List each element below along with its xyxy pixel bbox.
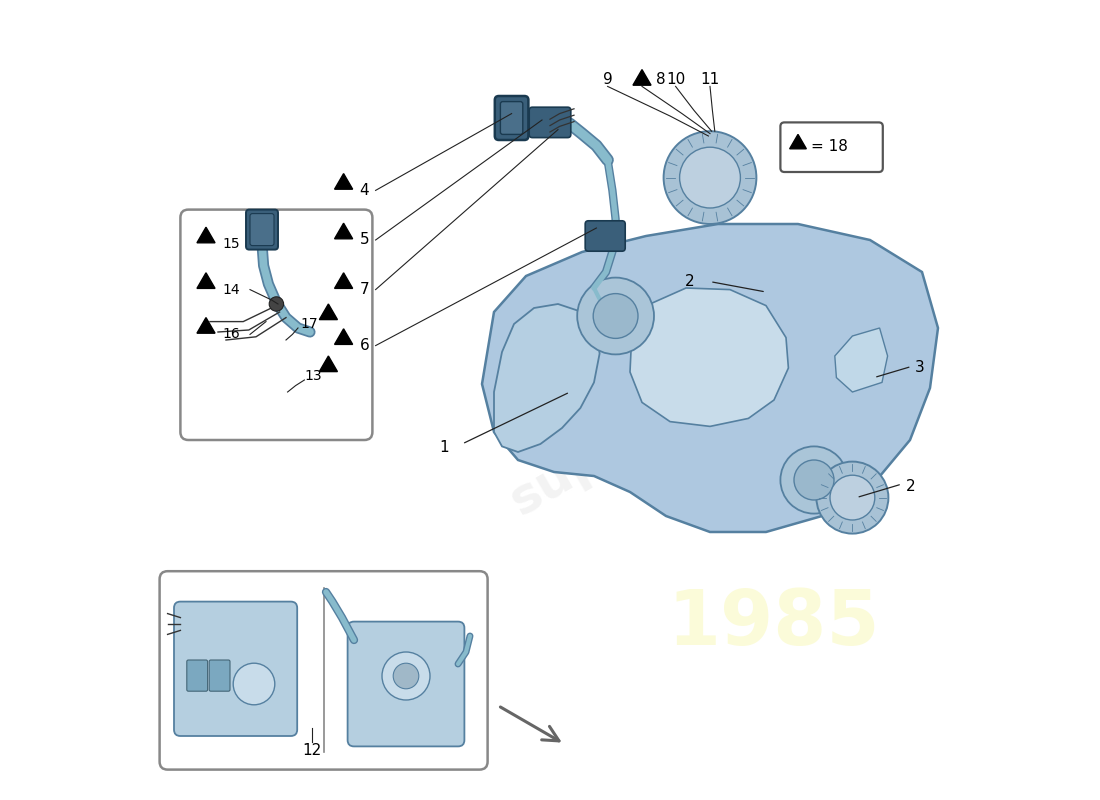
Text: 15: 15: [222, 237, 240, 251]
Polygon shape: [494, 304, 600, 452]
FancyBboxPatch shape: [348, 622, 464, 746]
FancyBboxPatch shape: [780, 122, 883, 172]
Text: superfastparts: superfastparts: [502, 275, 887, 525]
FancyBboxPatch shape: [529, 107, 571, 138]
Circle shape: [393, 663, 419, 689]
Text: 9: 9: [603, 73, 613, 87]
Text: 1: 1: [440, 441, 449, 455]
Text: 4: 4: [360, 183, 370, 198]
Text: 5: 5: [360, 233, 370, 247]
FancyArrowPatch shape: [500, 707, 559, 741]
Text: 3: 3: [915, 361, 924, 375]
Text: 8: 8: [657, 73, 665, 87]
FancyBboxPatch shape: [160, 571, 487, 770]
Polygon shape: [334, 174, 353, 189]
Text: 6: 6: [360, 338, 370, 353]
FancyBboxPatch shape: [174, 602, 297, 736]
FancyBboxPatch shape: [180, 210, 373, 440]
Circle shape: [680, 147, 740, 208]
FancyBboxPatch shape: [585, 221, 625, 251]
Polygon shape: [334, 273, 353, 288]
Text: 10: 10: [666, 73, 685, 87]
Text: 12: 12: [302, 743, 322, 758]
FancyBboxPatch shape: [495, 96, 528, 140]
Polygon shape: [334, 223, 353, 238]
Text: = 18: = 18: [811, 139, 848, 154]
Polygon shape: [790, 134, 806, 149]
Circle shape: [233, 663, 275, 705]
Polygon shape: [197, 318, 215, 333]
FancyBboxPatch shape: [246, 210, 278, 250]
Circle shape: [270, 297, 284, 311]
Polygon shape: [835, 328, 888, 392]
Circle shape: [830, 475, 874, 520]
Circle shape: [663, 131, 757, 224]
Text: 7: 7: [360, 282, 370, 297]
Text: 17: 17: [300, 317, 318, 331]
Circle shape: [816, 462, 889, 534]
Text: 11: 11: [701, 73, 719, 87]
Polygon shape: [197, 227, 215, 242]
Polygon shape: [632, 70, 651, 85]
Text: 16: 16: [222, 327, 240, 342]
Polygon shape: [319, 356, 338, 371]
FancyBboxPatch shape: [500, 102, 522, 134]
Polygon shape: [334, 329, 353, 344]
Circle shape: [382, 652, 430, 700]
Circle shape: [780, 446, 848, 514]
Text: 2: 2: [684, 274, 694, 289]
Circle shape: [593, 294, 638, 338]
Text: 13: 13: [305, 369, 322, 383]
Text: 14: 14: [222, 282, 240, 297]
Polygon shape: [197, 273, 215, 288]
Text: 1985: 1985: [668, 587, 880, 661]
Polygon shape: [319, 304, 338, 319]
FancyBboxPatch shape: [209, 660, 230, 691]
Circle shape: [794, 460, 834, 500]
FancyBboxPatch shape: [187, 660, 208, 691]
Polygon shape: [482, 224, 938, 532]
Circle shape: [578, 278, 654, 354]
FancyBboxPatch shape: [250, 214, 274, 246]
Polygon shape: [630, 288, 789, 426]
Text: 2: 2: [906, 479, 915, 494]
